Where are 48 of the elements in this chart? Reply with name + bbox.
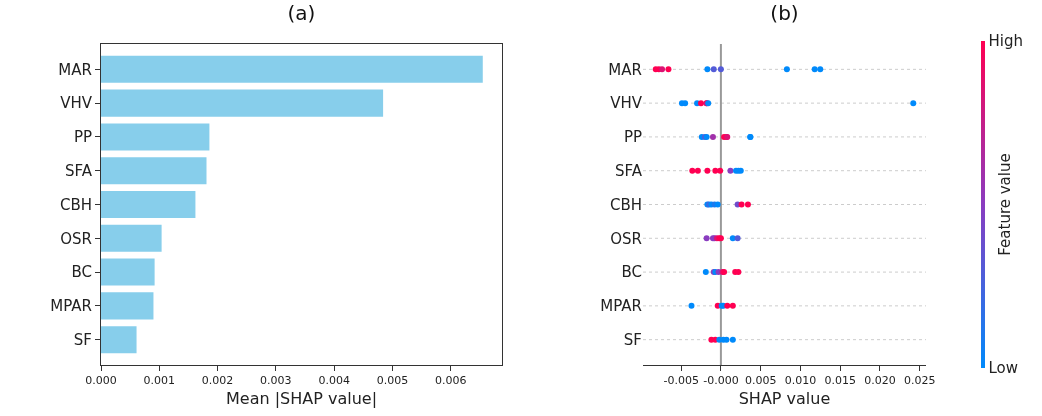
y-tick-label: MAR xyxy=(58,60,92,79)
y-tick-label: PP xyxy=(623,128,642,147)
y-tick-label: CBH xyxy=(59,195,92,214)
color-bar-title: Feature value xyxy=(996,153,1015,256)
x-tick-label: 0.020 xyxy=(864,374,896,388)
x-axis-title: SHAP value xyxy=(738,388,831,408)
y-tick-label: SFA xyxy=(614,161,643,180)
color-bar-label: High xyxy=(988,32,1023,51)
y-tick-label: CBH xyxy=(609,195,642,214)
x-axis-title: Mean |SHAP value| xyxy=(225,388,378,408)
bar xyxy=(101,55,483,83)
x-tick-label: 0.001 xyxy=(143,374,176,388)
bar xyxy=(101,292,154,320)
x-tick-label: -0.000 xyxy=(703,374,739,388)
x-tick-label: 0.010 xyxy=(784,374,817,388)
y-tick-label: SFA xyxy=(64,161,93,180)
bar xyxy=(101,123,210,151)
y-tick-label: SF xyxy=(623,330,642,349)
bar xyxy=(101,224,162,252)
x-tick-label: -0.005 xyxy=(663,374,699,388)
x-tick-label: 0.000 xyxy=(85,374,117,388)
y-tick-label: MPAR xyxy=(600,297,642,316)
bar xyxy=(101,258,155,286)
bar xyxy=(101,190,196,219)
y-tick-label: SF xyxy=(73,330,92,349)
bar xyxy=(101,89,384,117)
x-tick-label: 0.025 xyxy=(903,374,936,388)
y-tick-label: BC xyxy=(621,263,642,282)
bar xyxy=(101,157,207,185)
chart-title: (b) xyxy=(770,1,799,26)
bar xyxy=(101,326,137,354)
y-tick-label: MPAR xyxy=(50,297,92,316)
y-tick-label: VHV xyxy=(60,94,93,113)
x-tick-label: 0.003 xyxy=(260,374,292,388)
y-tick-label: PP xyxy=(73,128,92,147)
y-tick-label: VHV xyxy=(610,94,643,113)
y-tick-label: MAR xyxy=(608,60,642,79)
y-tick-label: BC xyxy=(71,263,92,282)
chart-title: (a) xyxy=(287,1,316,26)
color-bar-label: Low xyxy=(988,359,1019,378)
x-tick-label: 0.006 xyxy=(434,374,467,388)
y-tick-label: OSR xyxy=(610,229,642,248)
x-tick-label: 0.004 xyxy=(318,374,350,388)
x-tick-label: 0.015 xyxy=(824,374,856,388)
x-tick-label: 0.005 xyxy=(744,374,777,388)
x-tick-label: 0.005 xyxy=(376,374,409,388)
y-tick-label: OSR xyxy=(60,229,92,248)
x-tick-label: 0.002 xyxy=(201,374,234,388)
